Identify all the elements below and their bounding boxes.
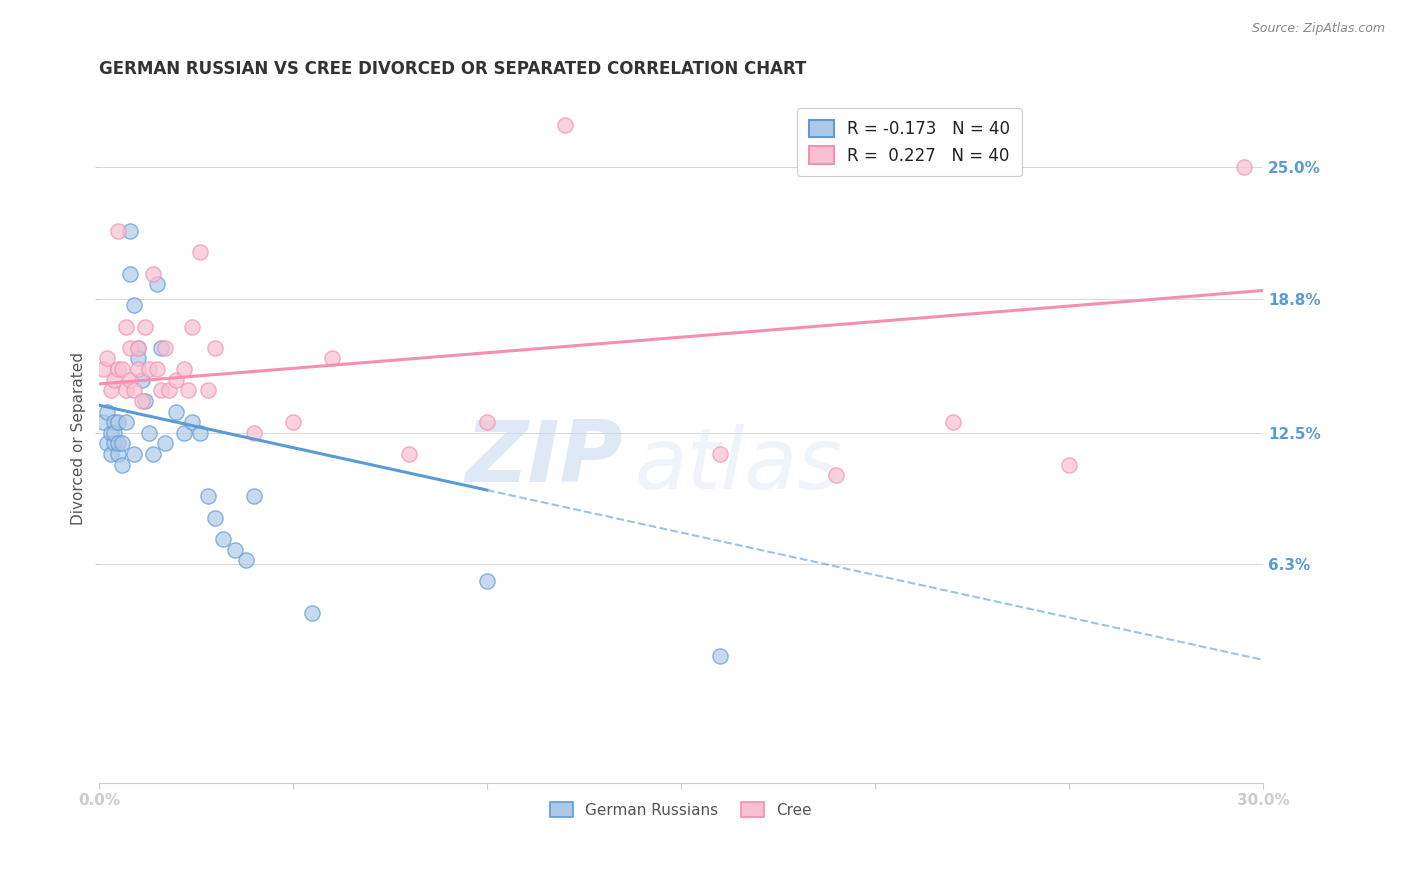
Point [118, 224, 141, 238]
Point [96, 436, 118, 450]
Point [115, 319, 138, 334]
Point [107, 224, 129, 238]
Point [111, 436, 134, 450]
Text: Source: ZipAtlas.com: Source: ZipAtlas.com [1251, 22, 1385, 36]
Point [709, 648, 731, 663]
Point [103, 425, 125, 440]
Point [212, 532, 235, 546]
Y-axis label: Divorced or Separated: Divorced or Separated [72, 351, 86, 524]
Point [127, 351, 149, 366]
Point [115, 384, 138, 398]
Point [111, 362, 134, 376]
Point [149, 341, 172, 355]
Point [709, 447, 731, 461]
Point [142, 267, 165, 281]
Point [107, 447, 129, 461]
Point [127, 341, 149, 355]
Point [204, 341, 226, 355]
Point [157, 384, 180, 398]
Point [181, 415, 204, 429]
Point [91, 415, 114, 429]
Point [122, 384, 145, 398]
Point [131, 393, 153, 408]
Point [127, 341, 149, 355]
Point [197, 490, 219, 504]
Point [224, 542, 246, 557]
Point [825, 468, 848, 483]
Point [103, 373, 125, 387]
Point [166, 404, 188, 418]
Point [177, 384, 200, 398]
Point [100, 447, 122, 461]
Text: GERMAN RUSSIAN VS CREE DIVORCED OR SEPARATED CORRELATION CHART: GERMAN RUSSIAN VS CREE DIVORCED OR SEPAR… [98, 60, 806, 78]
Point [146, 277, 169, 292]
Point [149, 384, 172, 398]
Point [118, 341, 141, 355]
Point [122, 298, 145, 312]
Point [941, 415, 963, 429]
Point [131, 373, 153, 387]
Point [134, 319, 156, 334]
Point [475, 415, 498, 429]
Point [103, 436, 125, 450]
Point [188, 425, 211, 440]
Point [100, 425, 122, 440]
Point [173, 362, 195, 376]
Point [235, 553, 257, 567]
Point [127, 362, 149, 376]
Point [204, 510, 226, 524]
Point [554, 118, 576, 132]
Point [153, 436, 176, 450]
Point [100, 384, 122, 398]
Point [243, 490, 266, 504]
Point [243, 425, 266, 440]
Point [96, 351, 118, 366]
Point [122, 447, 145, 461]
Point [103, 415, 125, 429]
Point [166, 373, 188, 387]
Point [197, 384, 219, 398]
Point [107, 436, 129, 450]
Point [188, 245, 211, 260]
Point [138, 362, 160, 376]
Point [321, 351, 343, 366]
Point [118, 373, 141, 387]
Point [475, 574, 498, 589]
Point [118, 267, 141, 281]
Text: atlas: atlas [634, 424, 842, 508]
Point [1057, 458, 1080, 472]
Point [115, 415, 138, 429]
Point [96, 404, 118, 418]
Point [134, 393, 156, 408]
Point [146, 362, 169, 376]
Point [281, 415, 304, 429]
Legend: German Russians, Cree: German Russians, Cree [544, 796, 818, 823]
Point [173, 425, 195, 440]
Point [153, 341, 176, 355]
Text: ZIP: ZIP [465, 417, 623, 500]
Point [301, 606, 323, 620]
Point [138, 425, 160, 440]
Point [107, 362, 129, 376]
Point [398, 447, 420, 461]
Point [91, 362, 114, 376]
Point [181, 319, 204, 334]
Point [142, 447, 165, 461]
Point [1232, 161, 1254, 175]
Point [107, 415, 129, 429]
Point [111, 458, 134, 472]
